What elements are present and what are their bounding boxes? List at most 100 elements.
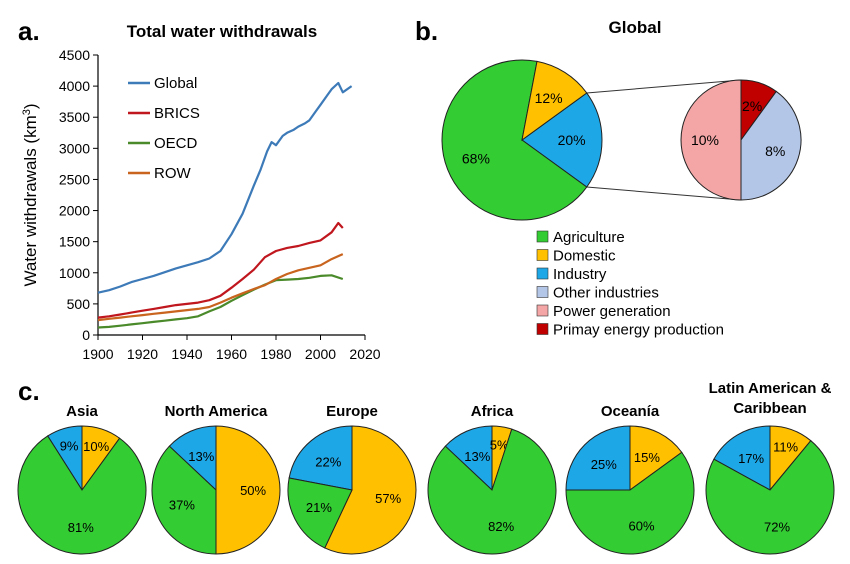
slice-agriculture — [705, 439, 835, 555]
y-tick-label: 4000 — [59, 78, 90, 94]
region-pie-europe: Europe 22% 57% 21% — [287, 403, 417, 555]
y-axis-label: Water withdrawals (km3) — [21, 103, 40, 286]
legend-swatch-other-industries — [536, 286, 549, 298]
connector-line-top — [586, 79, 742, 94]
legend-swatch-industry — [536, 267, 549, 280]
slice-domestic — [324, 425, 417, 555]
legend-label-primay-energy-production: Primay energy production — [553, 322, 724, 339]
slice-agriculture — [427, 428, 557, 555]
slice-label-industry: 25% — [591, 457, 617, 472]
x-tick-label: 1920 — [127, 346, 158, 362]
slice-label-agriculture: 21% — [306, 500, 332, 515]
legend-swatch-domestic — [536, 249, 549, 261]
slice-industry — [565, 425, 631, 491]
region-title: Europe — [326, 403, 378, 420]
y-tick-label: 3000 — [59, 140, 90, 156]
line-chart-title: Total water withdrawals — [127, 22, 318, 41]
legend-label-global: Global — [154, 75, 197, 92]
legend-label-domestic: Domestic — [553, 248, 616, 265]
x-tick-label: 2000 — [305, 346, 336, 362]
legend-swatch-power-generation — [536, 304, 549, 317]
panel-label-a: a. — [18, 16, 40, 46]
slice-label-agriculture: 82% — [488, 519, 514, 534]
industry-breakdown-slice-power-generation — [680, 79, 742, 201]
slice-domestic — [629, 425, 683, 491]
slice-label-agriculture: 60% — [628, 518, 654, 533]
region-title: Latin American & — [709, 380, 832, 397]
y-tick-label: 1500 — [59, 234, 90, 250]
slice-agriculture — [565, 451, 695, 555]
y-tick-label: 2000 — [59, 203, 90, 219]
industry-breakdown-label-primay-energy-production: 2% — [742, 98, 762, 114]
connector-line-bottom — [586, 186, 742, 201]
y-tick-label: 4500 — [59, 47, 90, 63]
global-slice-agriculture — [441, 59, 588, 221]
region-pie-ocean-a: Oceanía 25% 15% 60% — [565, 403, 695, 555]
legend-label-brics: BRICS — [154, 105, 200, 122]
legend-label-power-generation: Power generation — [553, 303, 671, 320]
slice-label-domestic: 5% — [490, 438, 509, 453]
slice-label-industry: 22% — [315, 454, 341, 469]
slice-label-domestic: 15% — [634, 450, 660, 465]
slice-label-agriculture: 37% — [169, 498, 195, 513]
slice-label-domestic: 11% — [773, 440, 798, 455]
slice-agriculture — [17, 435, 147, 555]
y-tick-label: 500 — [67, 296, 91, 312]
global-label-agriculture: 68% — [462, 150, 490, 166]
industry-breakdown-slice-other-industries — [740, 90, 802, 201]
legend-swatch-primay-energy-production — [536, 323, 549, 335]
slice-label-domestic: 50% — [240, 483, 266, 498]
region-pie-north-america: North America 13% 50% 37% — [151, 403, 281, 555]
industry-breakdown-label-power-generation: 10% — [691, 132, 719, 148]
legend-label-industry: Industry — [553, 266, 607, 283]
legend-swatch-agriculture — [536, 230, 549, 243]
region-title: Oceanía — [601, 403, 660, 420]
slice-label-agriculture: 81% — [68, 520, 94, 535]
series-line-oecd — [97, 274, 344, 329]
x-tick-label: 1960 — [216, 346, 247, 362]
slice-label-domestic: 10% — [83, 439, 109, 454]
y-tick-label: 2500 — [59, 171, 90, 187]
global-pie-title: Global — [609, 18, 662, 37]
region-pie-asia: Asia 9% 10% 81% — [17, 403, 147, 555]
industry-breakdown-label-other-industries: 8% — [765, 143, 785, 159]
region-title: Africa — [471, 403, 514, 420]
region-title: Caribbean — [733, 400, 806, 417]
slice-label-domestic: 57% — [375, 491, 401, 506]
y-tick-label: 3500 — [59, 109, 90, 125]
slice-label-industry: 13% — [188, 449, 214, 464]
global-label-domestic: 12% — [535, 90, 563, 106]
x-tick-label: 1980 — [260, 346, 291, 362]
series-line-brics — [97, 221, 344, 319]
slice-label-agriculture: 72% — [764, 520, 790, 535]
x-tick-label: 1900 — [82, 346, 113, 362]
y-tick-label: 1000 — [59, 265, 90, 281]
x-tick-label: 1940 — [171, 346, 202, 362]
y-tick-label: 0 — [82, 327, 90, 343]
slice-industry — [288, 425, 353, 491]
region-title: Asia — [66, 403, 98, 420]
region-pie-latin-american-caribbean: Latin American & Caribbean 17% 11% 72% — [705, 380, 835, 555]
series-line-global — [97, 81, 353, 294]
panel-label-c: c. — [18, 376, 40, 406]
legend-label-row: ROW — [154, 165, 192, 182]
global-label-industry: 20% — [558, 132, 586, 148]
line-chart: 0 500 1000 1500 2000 2500 3000 3500 4000 4500 1900… — [21, 47, 381, 362]
slice-agriculture — [287, 477, 353, 549]
slice-industry — [713, 425, 771, 491]
series-line-row — [97, 253, 344, 322]
legend-label-other-industries: Other industries — [553, 285, 659, 302]
region-pie-africa: Africa 13%5% 82% — [427, 403, 557, 555]
slice-label-industry: 9% — [60, 439, 79, 454]
slice-label-industry: 13% — [464, 449, 490, 464]
slice-domestic — [215, 425, 281, 555]
slice-agriculture — [151, 445, 217, 555]
regional-pie-charts: Asia 9% 10% 81% North America 13% 50% 37% Europe… — [17, 380, 835, 555]
global-slice-domestic — [521, 60, 588, 142]
panel-label-b: b. — [415, 16, 438, 46]
global-slice-industry — [521, 92, 603, 188]
legend-label-oecd: OECD — [154, 135, 198, 152]
legend-label-agriculture: Agriculture — [553, 229, 625, 246]
region-title: North America — [165, 403, 268, 420]
